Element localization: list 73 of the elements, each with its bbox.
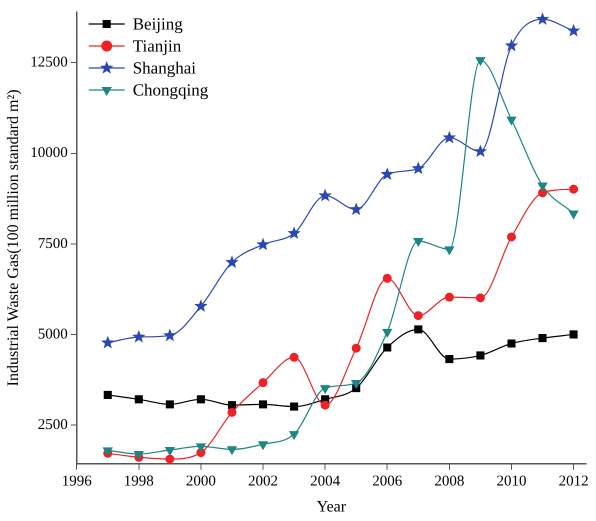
point	[413, 238, 424, 246]
point	[352, 344, 361, 353]
point	[132, 330, 146, 343]
legend-label: Beijing	[132, 14, 184, 34]
legend-label: Tianjin	[132, 36, 182, 56]
y-axis-title: Industrial Waste Gas(100 million standard m²)	[4, 89, 22, 386]
point	[507, 339, 516, 348]
x-tick-label: 2002	[248, 474, 278, 490]
point	[166, 400, 174, 408]
y-tick-label: 12500	[30, 54, 68, 71]
point	[227, 408, 236, 417]
point	[196, 395, 205, 404]
point	[536, 12, 550, 25]
point	[163, 328, 177, 342]
point	[290, 402, 298, 411]
y-tick-label: 5000	[38, 326, 68, 342]
x-tick-label: 2004	[310, 474, 341, 490]
point	[414, 311, 423, 320]
point	[165, 447, 175, 456]
point	[442, 130, 456, 144]
x-tick-label: 2012	[558, 474, 589, 490]
point	[351, 380, 362, 389]
x-axis-title: Year	[316, 498, 347, 516]
point	[258, 400, 268, 408]
point	[444, 246, 454, 255]
point	[101, 336, 114, 348]
point	[258, 441, 268, 450]
point	[506, 232, 516, 242]
point	[568, 210, 578, 219]
point	[104, 390, 112, 399]
point	[414, 325, 422, 334]
point	[134, 395, 143, 404]
point	[383, 343, 392, 352]
point	[476, 351, 484, 360]
point	[444, 292, 454, 302]
point	[504, 38, 518, 52]
point	[228, 401, 236, 410]
point	[566, 24, 580, 37]
x-tick-label: 2000	[186, 474, 216, 490]
point	[196, 443, 206, 452]
point	[474, 144, 488, 158]
point	[538, 334, 547, 342]
y-tick-label: 7500	[38, 236, 68, 252]
point	[318, 188, 332, 202]
point	[225, 255, 239, 268]
x-tick-label: 2008	[434, 474, 464, 490]
point	[290, 352, 299, 362]
point	[287, 226, 301, 240]
point	[382, 328, 392, 338]
point	[258, 378, 268, 388]
point	[227, 446, 237, 455]
point	[380, 167, 394, 180]
point	[569, 184, 578, 194]
point	[412, 162, 425, 174]
x-tick-label: 2006	[372, 474, 403, 490]
point	[320, 385, 330, 394]
point	[350, 202, 363, 216]
y-tick-label: 2500	[38, 416, 68, 433]
point	[194, 299, 208, 312]
point	[165, 454, 174, 464]
point	[476, 293, 485, 302]
x-tick-label: 1996	[62, 474, 92, 490]
x-tick-label: 2010	[496, 474, 526, 490]
point	[382, 274, 392, 283]
point	[570, 330, 578, 338]
point	[289, 431, 299, 440]
point	[445, 355, 454, 364]
point	[256, 238, 270, 250]
point	[320, 400, 330, 410]
legend-label: Shanghai	[132, 58, 196, 78]
y-tick-label: 10000	[30, 145, 68, 162]
x-tick-label: 1998	[124, 474, 154, 490]
legend-label: Chongqing	[132, 80, 209, 100]
